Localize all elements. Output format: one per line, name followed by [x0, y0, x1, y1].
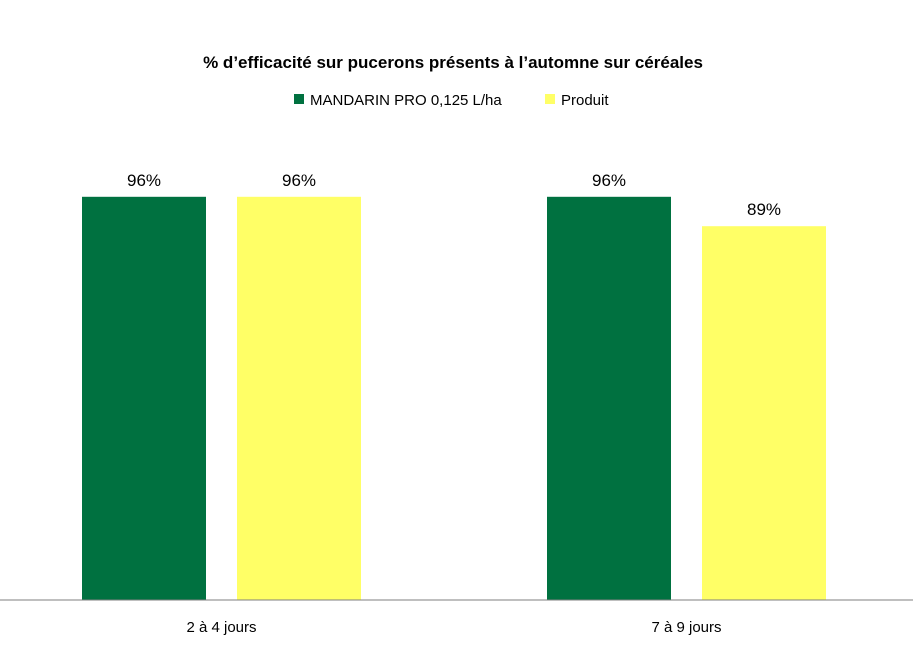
- data-label-produit-1: 96%: [282, 171, 316, 190]
- bars-group: [82, 196, 826, 601]
- legend: MANDARIN PRO 0,125 L/ha Produit: [294, 92, 609, 109]
- legend-label-mandarin: MANDARIN PRO 0,125 L/ha: [310, 92, 502, 109]
- data-label-mandarin-1: 96%: [127, 171, 161, 190]
- legend-label-produit: Produit: [561, 92, 609, 109]
- x-tick-label-1: 2 à 4 jours: [186, 619, 256, 636]
- bar-mandarin-1: [82, 196, 206, 601]
- data-label-produit-2: 89%: [747, 200, 781, 219]
- legend-swatch-mandarin: [294, 94, 304, 104]
- chart-title: % d’efficacité sur pucerons présents à l…: [203, 53, 703, 72]
- legend-swatch-produit: [545, 94, 555, 104]
- bar-produit-2: [702, 226, 826, 600]
- bar-mandarin-2: [547, 196, 671, 601]
- bar-produit-1: [237, 196, 361, 601]
- data-label-mandarin-2: 96%: [592, 171, 626, 190]
- x-tick-labels-group: 2 à 4 jours 7 à 9 jours: [186, 619, 721, 636]
- x-tick-label-2: 7 à 9 jours: [651, 619, 721, 636]
- data-labels-group: 96% 96% 96% 89%: [127, 171, 781, 219]
